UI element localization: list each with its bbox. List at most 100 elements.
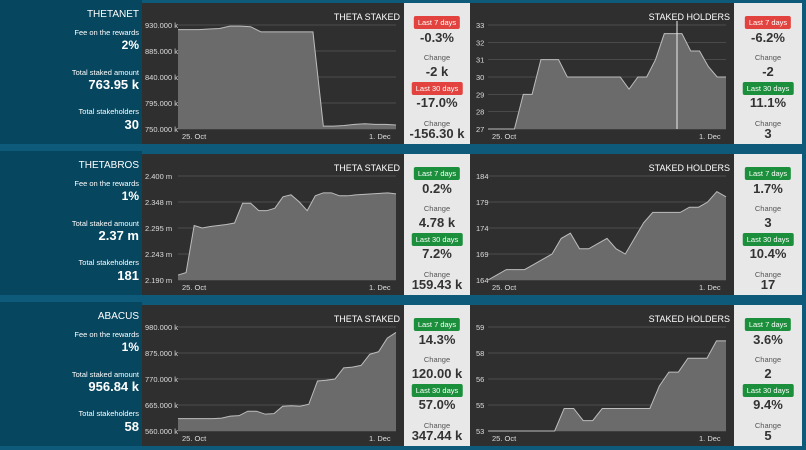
area-fill [488,33,726,130]
stakeholders-label: Total stakeholders [78,258,139,267]
change-percent-30d: 57.0% [418,397,456,412]
y-tick-label: 27 [476,125,484,134]
x-tick-label: 25. Oct [492,434,517,443]
change-percent-30d: 11.1% [749,95,787,110]
y-tick-label: 750.000 k [145,125,178,134]
series-line [487,190,727,281]
change-value-7d: -2 k [425,64,449,79]
change-value-30d: 159.43 k [411,277,463,292]
change-percent-7d: 1.7% [753,181,783,196]
validator-info: THETANET Fee on the rewards 2% Total staked… [0,0,142,144]
chart-svg: 33 32 31 30 29 28 27 25. Oct 1. Dec [476,21,726,141]
change-value-7d: 3 [764,215,772,230]
area-fill [488,340,726,431]
y-tick-label: 770.000 k [145,375,178,384]
chart-title: THETA STAKED [333,12,400,22]
change-value-30d: 17 [760,277,776,292]
y-tick-label: 184 [476,172,489,181]
chart-title: STAKED HOLDERS [648,314,730,324]
x-tick-label: 25. Oct [182,434,207,443]
total-staked-label: Total staked amount [71,370,139,379]
total-staked-label: Total staked amount [71,219,139,228]
stakeholders-label: Total stakeholders [78,107,139,116]
fee-label: Fee on the rewards [74,179,139,188]
series-line [178,25,397,127]
last-7-days-badge: Last 7 days [413,167,461,180]
validator-row: THETABROS Fee on the rewards 1% Total stake… [0,151,806,295]
change-label: Change [423,421,451,430]
last-30-days-badge: Last 30 days [742,233,794,246]
series-line [178,332,397,420]
last-7-days-badge: Last 7 days [744,318,792,331]
x-tick-label: 25. Oct [492,132,517,141]
theta-staked-stats: Last 7 days 0.2% Change 4.78 k Last 30 days 7… [404,154,470,295]
fee-value: 1% [121,189,139,203]
change-value-7d: 2 [764,366,772,381]
change-percent-7d: 3.6% [753,332,783,347]
chart-svg: 930.000 k 885.000 k 840.000 k 795.000 k 750.… [145,21,397,141]
y-tick-label: 2.243 m [145,250,172,259]
y-tick-label: 930.000 k [145,21,178,30]
x-tick-label: 25. Oct [182,283,207,292]
staked-holders-chart: 184 179 174 169 164 25. Oct 1. Dec STAKED HOLDE… [470,154,734,295]
y-tick-label: 2.190 m [145,276,172,285]
y-tick-label: 665.000 k [145,401,178,410]
x-tick-label: 1. Dec [369,132,391,141]
x-tick-label: 1. Dec [369,434,391,443]
change-percent-7d: -6.2% [751,30,785,45]
y-tick-label: 2.295 m [145,224,172,233]
change-label: Change [754,53,782,62]
area-fill [488,191,726,280]
change-value-30d: 347.44 k [411,428,463,443]
x-tick-label: 1. Dec [699,434,721,443]
theta-staked-stats: Last 7 days 14.3% Change 120.00 k Last 30 da… [404,305,470,446]
y-tick-label: 31 [476,56,484,65]
validator-name: THETABROS [78,160,139,171]
theta-staked-stats: Last 7 days -0.3% Change -2 k Last 30 days -1… [404,3,470,144]
area-fill [178,332,396,431]
validator-name: ABACUS [97,311,139,322]
last-7-days-badge: Last 7 days [413,16,461,29]
chart-title: THETA STAKED [333,314,400,324]
theta-staked-chart: 980.000 k 875.000 k 770.000 k 665.000 k 560.… [142,305,404,446]
total-staked-value: 2.37 m [98,228,139,243]
theta-staked-chart: 2.400 m 2.348 m 2.295 m 2.243 m 2.190 m 25. O… [142,154,404,295]
chart-svg: 59 58 56 55 53 25. Oct 1. Dec [476,323,726,443]
y-tick-label: 179 [476,198,489,207]
y-tick-label: 58 [476,349,484,358]
validator-row: ABACUS Fee on the rewards 1% Total staked a… [0,302,806,446]
stakeholders-value: 181 [117,268,139,283]
change-label: Change [754,421,782,430]
y-tick-label: 2.348 m [145,198,172,207]
total-staked-value: 956.84 k [88,379,139,394]
validator-row: THETANET Fee on the rewards 2% Total staked… [0,0,806,144]
series-line [488,33,726,130]
series-line [488,340,726,432]
fee-label: Fee on the rewards [74,28,139,37]
y-tick-label: 29 [476,90,484,99]
last-30-days-badge: Last 30 days [742,384,794,397]
change-percent-30d: 7.2% [422,246,452,261]
staked-holders-chart: 33 32 31 30 29 28 27 25. Oct 1. Dec STAKED HOLDER… [470,3,734,144]
change-percent-7d: 14.3% [418,332,456,347]
x-tick-label: 1. Dec [369,283,391,292]
last-7-days-badge: Last 7 days [744,167,792,180]
change-value-7d: 4.78 k [418,215,456,230]
y-tick-label: 53 [476,427,484,436]
y-tick-label: 875.000 k [145,349,178,358]
last-30-days-badge: Last 30 days [411,82,463,95]
last-7-days-badge: Last 7 days [413,318,461,331]
change-label: Change [423,204,451,213]
chart-svg: 2.400 m 2.348 m 2.295 m 2.243 m 2.190 m 25. O… [145,172,397,292]
change-percent-7d: -0.3% [420,30,454,45]
fee-value: 2% [121,38,139,52]
change-label: Change [754,270,782,279]
y-tick-label: 56 [476,375,484,384]
y-tick-label: 164 [476,276,489,285]
change-label: Change [754,204,782,213]
chart-title: STAKED HOLDERS [648,163,730,173]
y-tick-label: 980.000 k [145,323,178,332]
stakeholders-label: Total stakeholders [78,409,139,418]
staked-holders-stats: Last 7 days 3.6% Change 2 Last 30 days 9.4% Ch… [734,305,802,446]
